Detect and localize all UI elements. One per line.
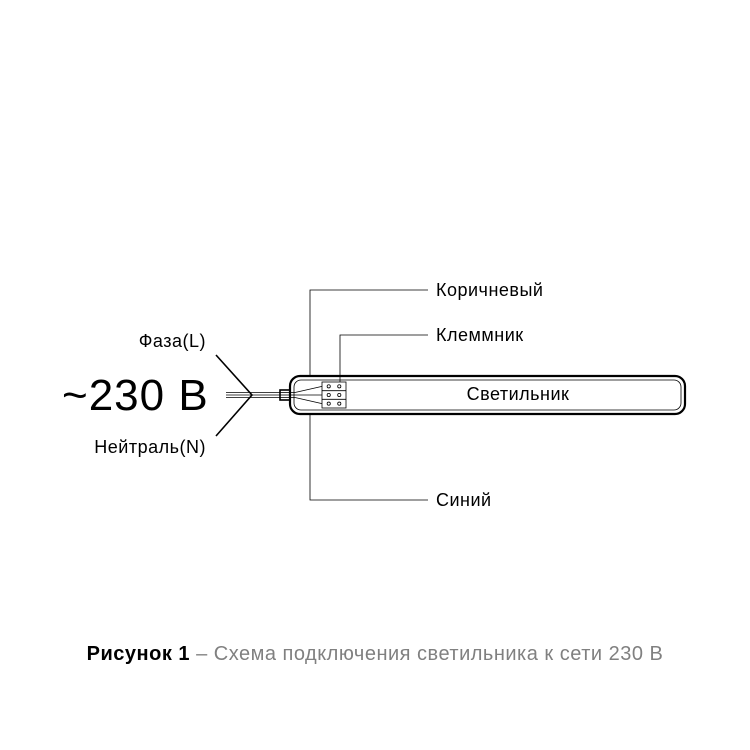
label-brown: Коричневый: [436, 280, 543, 300]
figure-caption: Рисунок 1 – Схема подключения светильник…: [87, 643, 664, 665]
label-blue: Синий: [436, 490, 492, 510]
label-voltage: ~230 В: [62, 371, 209, 420]
label-terminal: Клеммник: [436, 325, 524, 345]
terminal-block: [322, 382, 346, 408]
label-device: Светильник: [467, 384, 570, 404]
label-neutral: Нейтраль(N): [94, 437, 206, 457]
label-phase: Фаза(L): [139, 331, 206, 351]
